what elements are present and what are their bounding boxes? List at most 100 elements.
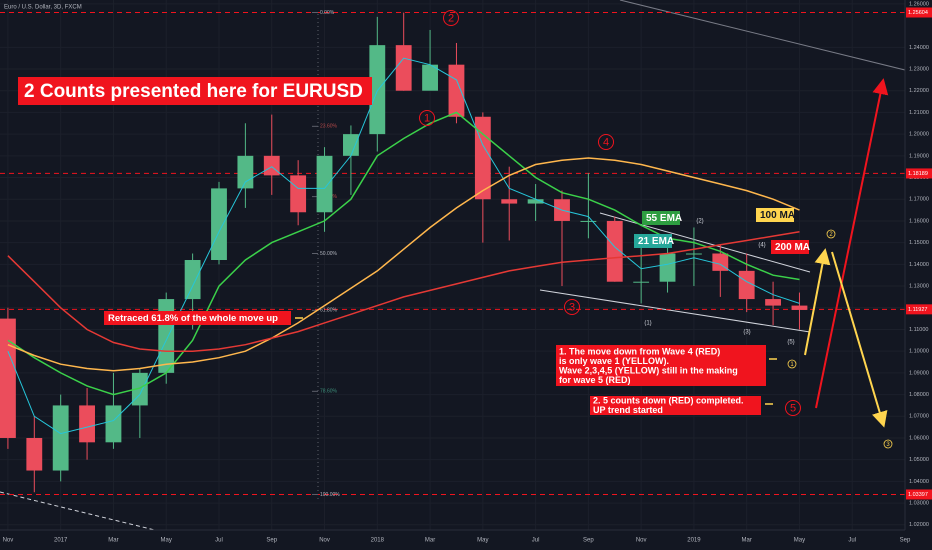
trend-line <box>619 0 906 71</box>
ma-tag-box <box>771 240 809 254</box>
ma-tag: 55 EMA <box>646 213 682 224</box>
x-tick-label: 2018 <box>371 538 385 544</box>
y-tick-label: 1.09000 <box>909 370 929 376</box>
note-line: 1. The move down from Wave 4 (RED) <box>559 346 720 356</box>
arrow <box>804 248 831 356</box>
y-tick-label: 1.15000 <box>909 240 929 246</box>
x-tick-label: Sep <box>900 538 911 544</box>
y-tick-label: 1.11000 <box>909 327 928 333</box>
candle-body <box>26 437 43 471</box>
y-tick-label: 1.22000 <box>909 88 929 94</box>
note-line: for wave 5 (RED) <box>559 375 631 385</box>
wave-circle <box>564 299 580 315</box>
subwave-label: (5) <box>787 340 794 346</box>
level-label-box <box>906 489 932 500</box>
level-label-box <box>906 7 932 18</box>
fib-label: 50.00% <box>320 251 338 257</box>
candle-body <box>105 405 122 443</box>
x-tick-label: 2017 <box>54 538 68 544</box>
ma-tag: 200 MA <box>775 242 810 253</box>
x-tick-label: Mar <box>108 538 118 544</box>
candle-body <box>633 281 650 283</box>
fib-label: 0.00% <box>320 10 335 16</box>
candle-body <box>369 45 386 135</box>
level-label: 1.25604 <box>908 10 928 16</box>
candle-body <box>791 305 808 310</box>
time-axis <box>0 530 932 550</box>
candle-body <box>211 188 227 261</box>
y-tick-label: 1.04000 <box>909 479 929 485</box>
y-tick-label: 1.26000 <box>909 1 929 7</box>
wave-label: 3 <box>886 442 890 448</box>
x-tick-label: Sep <box>266 538 277 544</box>
wave-circle <box>883 439 893 449</box>
headline: 2 Counts presented here for EURUSD <box>24 81 363 102</box>
retrace-note: Retraced 61.8% of the whole move up <box>108 313 278 324</box>
candle-body <box>158 299 175 373</box>
wave-circle <box>443 10 459 26</box>
note-line: UP trend started <box>593 405 663 415</box>
candle-body <box>0 318 16 438</box>
y-tick-label: 1.16000 <box>909 218 929 224</box>
candle-body <box>686 253 702 255</box>
wave-label: 2 <box>829 232 833 238</box>
ma-tag-box <box>642 211 680 225</box>
plot: 0.00%23.60%38.20%50.00%61.80%78.60%100.0… <box>0 10 905 498</box>
wave-label: 3 <box>569 301 575 313</box>
channel-line <box>539 289 811 333</box>
price-axis <box>905 0 932 550</box>
x-tick-label: May <box>161 538 172 544</box>
chart-title: Euro / U.S. Dollar, 3D, FXCM <box>4 5 82 11</box>
wave-label: 1 <box>790 362 794 368</box>
note-line: 2. 5 counts down (RED) completed. <box>593 395 744 405</box>
level-label: 1.11927 <box>908 307 927 313</box>
fib-label: 23.60% <box>320 124 338 130</box>
y-tick-label: 1.17000 <box>909 197 929 203</box>
ma-line <box>7 57 800 435</box>
axes: 1.02000 1.03000 1.04000 1.05000 1.06000 1.070… <box>3 1 932 544</box>
fib-label: 78.60% <box>320 389 338 395</box>
x-tick-label: Nov <box>319 538 330 544</box>
y-tick-label: 1.14000 <box>909 262 929 268</box>
trend-line <box>0 491 176 536</box>
arrow <box>831 251 888 428</box>
wave-label: 1 <box>424 112 430 124</box>
candle-body <box>237 155 254 189</box>
ma-tag: 100 MA <box>760 210 795 221</box>
wave-circle <box>826 229 836 239</box>
y-tick-label: 1.24000 <box>909 45 929 51</box>
note-box <box>590 396 761 415</box>
candle-body <box>131 372 148 406</box>
annotations: 21 EMA 55 EMA 100 MA 200 MA 1. The move down… <box>419 10 893 449</box>
candle-body <box>184 260 201 300</box>
arrow <box>815 78 889 409</box>
candle-body <box>765 299 781 306</box>
channel-line <box>599 212 811 273</box>
wave-circle <box>419 110 435 126</box>
y-tick-label: 1.03000 <box>909 501 929 507</box>
candle-body <box>606 220 623 282</box>
y-tick-label: 1.20000 <box>909 132 929 138</box>
fib-label: 100.00% <box>320 492 340 498</box>
wave-circle <box>785 400 801 416</box>
wave-label: 4 <box>603 136 609 148</box>
note-line: Wave 2,3,4,5 (YELLOW) still in the makin… <box>559 365 738 375</box>
candle-body <box>501 199 518 204</box>
x-tick-label: May <box>477 538 488 544</box>
candle-body <box>448 64 465 117</box>
y-tick-label: 1.05000 <box>909 457 929 463</box>
wave-circle <box>787 359 797 369</box>
ma-tag: 21 EMA <box>638 236 674 247</box>
ma-line <box>7 157 800 372</box>
candle-body <box>527 199 544 204</box>
candle-body <box>316 155 333 213</box>
y-tick-label: 1.13000 <box>909 284 929 290</box>
subwave-label: (1) <box>644 321 651 327</box>
candle-body <box>79 405 95 443</box>
x-tick-label: 2019 <box>687 538 701 544</box>
y-tick-label: 1.19000 <box>909 153 929 159</box>
candle-body <box>659 253 676 282</box>
x-tick-label: Nov <box>636 538 647 544</box>
y-tick-label: 1.21000 <box>909 110 929 116</box>
